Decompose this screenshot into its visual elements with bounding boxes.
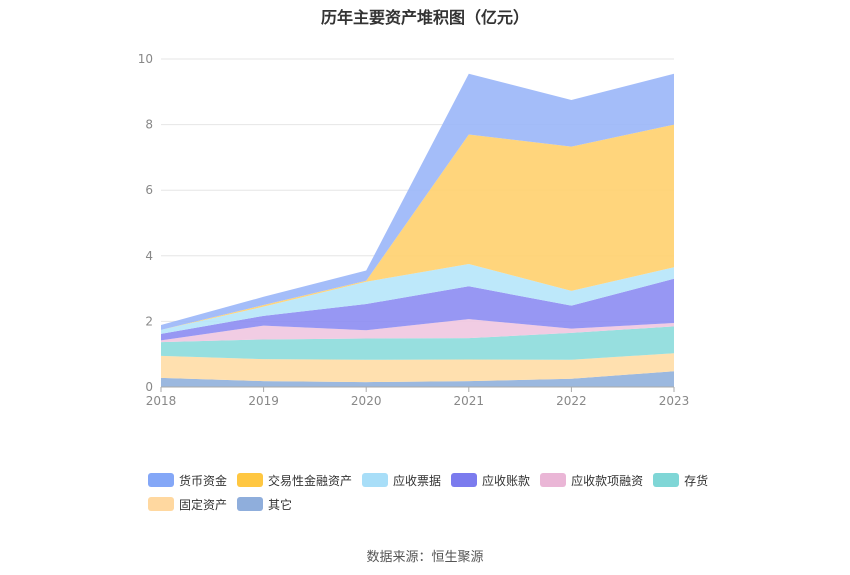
legend-item[interactable]: 固定资产 — [148, 496, 227, 512]
y-axis: 0 2 4 6 8 10 — [138, 52, 153, 394]
area-series — [161, 73, 674, 387]
y-tick-label: 0 — [145, 380, 153, 394]
y-tick-label: 8 — [145, 118, 153, 132]
x-tick-label: 2020 — [351, 394, 382, 408]
y-tick-label: 2 — [145, 314, 153, 328]
legend-swatch — [237, 473, 264, 487]
legend-swatch — [540, 473, 567, 487]
legend-label: 交易性金融资产 — [268, 473, 353, 488]
area-series-6 — [161, 124, 674, 330]
x-tick-label: 2021 — [454, 394, 485, 408]
chart-title: 历年主要资产堆积图（亿元） — [320, 8, 529, 27]
legend-item[interactable]: 存货 — [653, 472, 708, 488]
y-tick-label: 10 — [138, 52, 153, 66]
legend-item[interactable]: 应收票据 — [362, 472, 441, 488]
legend-item[interactable]: 货币资金 — [148, 472, 227, 488]
legend-item[interactable]: 交易性金融资产 — [237, 472, 352, 488]
legend-label: 存货 — [684, 473, 709, 488]
x-tick-label: 2019 — [248, 394, 279, 408]
data-source: 数据来源：恒生聚源 — [366, 550, 484, 565]
x-axis: 2018 2019 2020 2021 2022 2023 — [146, 386, 690, 408]
legend-item[interactable]: 应收款项融资 — [540, 472, 643, 488]
legend-label: 应收票据 — [393, 473, 442, 488]
legend-item[interactable]: 其它 — [237, 496, 292, 512]
legend-swatch — [653, 473, 680, 487]
legend-label: 应收款项融资 — [571, 473, 644, 488]
legend-label: 货币资金 — [179, 473, 228, 488]
legend-label: 固定资产 — [179, 497, 228, 512]
legend: 货币资金 交易性金融资产 应收票据 应收账款 应收款项融资 存货固定资产 其它 — [148, 472, 748, 520]
area-series-4 — [161, 278, 674, 341]
y-tick-label: 4 — [145, 249, 153, 263]
legend-label: 应收账款 — [482, 473, 531, 488]
legend-item[interactable]: 应收账款 — [451, 472, 530, 488]
area-series-7 — [161, 73, 674, 330]
area-series-5 — [161, 264, 674, 334]
x-tick-label: 2023 — [659, 394, 690, 408]
legend-swatch — [148, 473, 174, 487]
legend-swatch — [362, 473, 389, 487]
x-tick-label: 2022 — [556, 394, 587, 408]
x-tick-label: 2018 — [146, 394, 177, 408]
legend-label: 其它 — [268, 497, 293, 512]
area-series-0 — [161, 371, 674, 387]
legend-swatch — [148, 497, 174, 511]
area-series-2 — [161, 326, 674, 360]
area-series-1 — [161, 353, 674, 383]
area-series-3 — [161, 319, 674, 343]
y-tick-label: 6 — [145, 183, 153, 197]
legend-swatch — [451, 473, 478, 487]
legend-swatch — [237, 497, 264, 511]
